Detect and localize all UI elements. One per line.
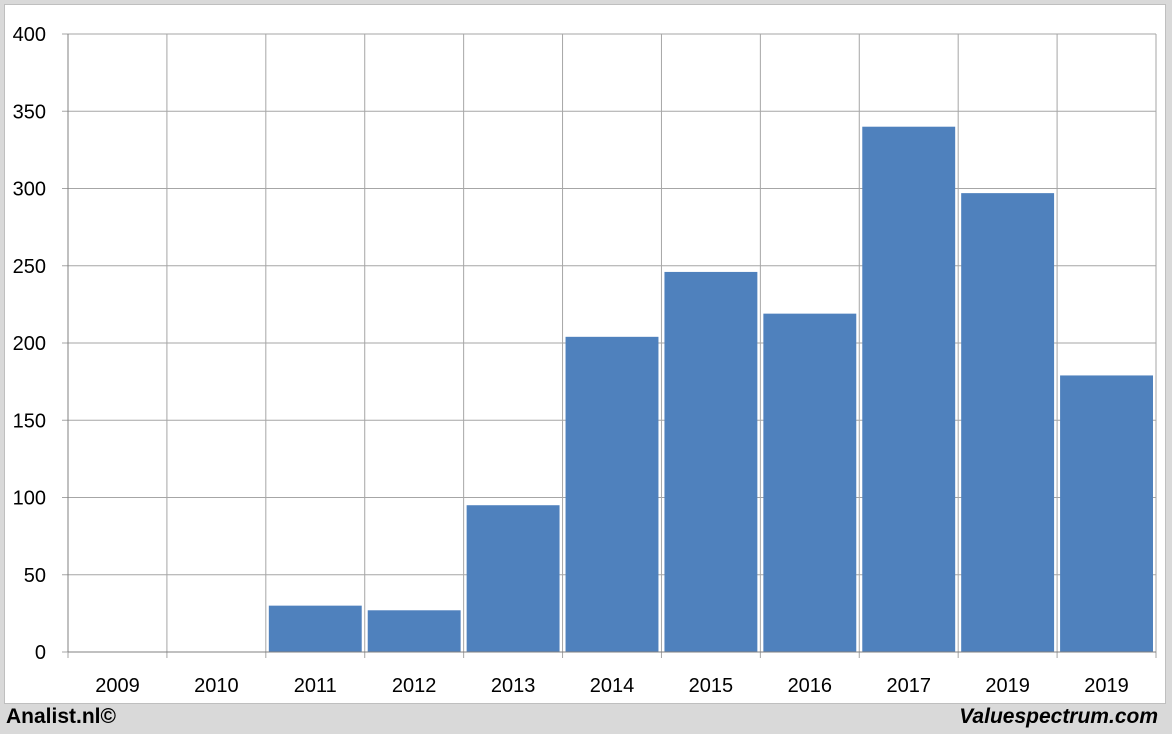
axes [67, 34, 1156, 653]
bar-2013-4 [466, 505, 560, 652]
x-tick-label: 2010 [194, 675, 239, 697]
x-tick-labels: 2009 2010 2011 2012 2013 2014 2015 2016 2017 2019… [95, 675, 1129, 697]
y-tick-label: 400 [13, 24, 46, 46]
x-tick-label: 2017 [886, 675, 931, 697]
bar-2016-7 [763, 313, 857, 652]
x-tick-label: 2014 [590, 675, 635, 697]
bar-2015-6 [664, 271, 758, 652]
bars [268, 126, 1153, 652]
x-tick-label: 2016 [788, 675, 833, 697]
y-tick-label: 50 [24, 565, 46, 587]
x-tick-label: 2012 [392, 675, 437, 697]
x-tick-label: 2009 [95, 675, 140, 697]
footer-credit-right: Valuespectrum.com [959, 705, 1158, 728]
x-tick-label: 2019 [1084, 675, 1129, 697]
x-tick-label: 2019 [985, 675, 1030, 697]
bar-2017-8 [862, 126, 956, 652]
bar-2019-10 [1060, 375, 1153, 652]
y-tick-labels: 0 50 100 150 200 250 300 350 400 [13, 24, 46, 664]
bar-2019-9 [961, 193, 1055, 652]
x-tick-label: 2015 [689, 675, 734, 697]
y-tick-label: 200 [13, 333, 46, 355]
x-tick-label: 2013 [491, 675, 536, 697]
bar-2014-5 [565, 336, 659, 652]
y-tick-label: 300 [13, 179, 46, 201]
y-tick-label: 0 [35, 642, 46, 664]
y-tick-label: 350 [13, 101, 46, 123]
y-tick-label: 150 [13, 410, 46, 432]
bar-2012-3 [367, 610, 461, 652]
bar-2011-2 [268, 605, 362, 652]
x-tick-label: 2011 [294, 675, 337, 697]
y-tick-label: 250 [13, 256, 46, 278]
y-tick-label: 100 [13, 488, 46, 510]
footer-credit-left: Analist.nl© [6, 705, 116, 728]
